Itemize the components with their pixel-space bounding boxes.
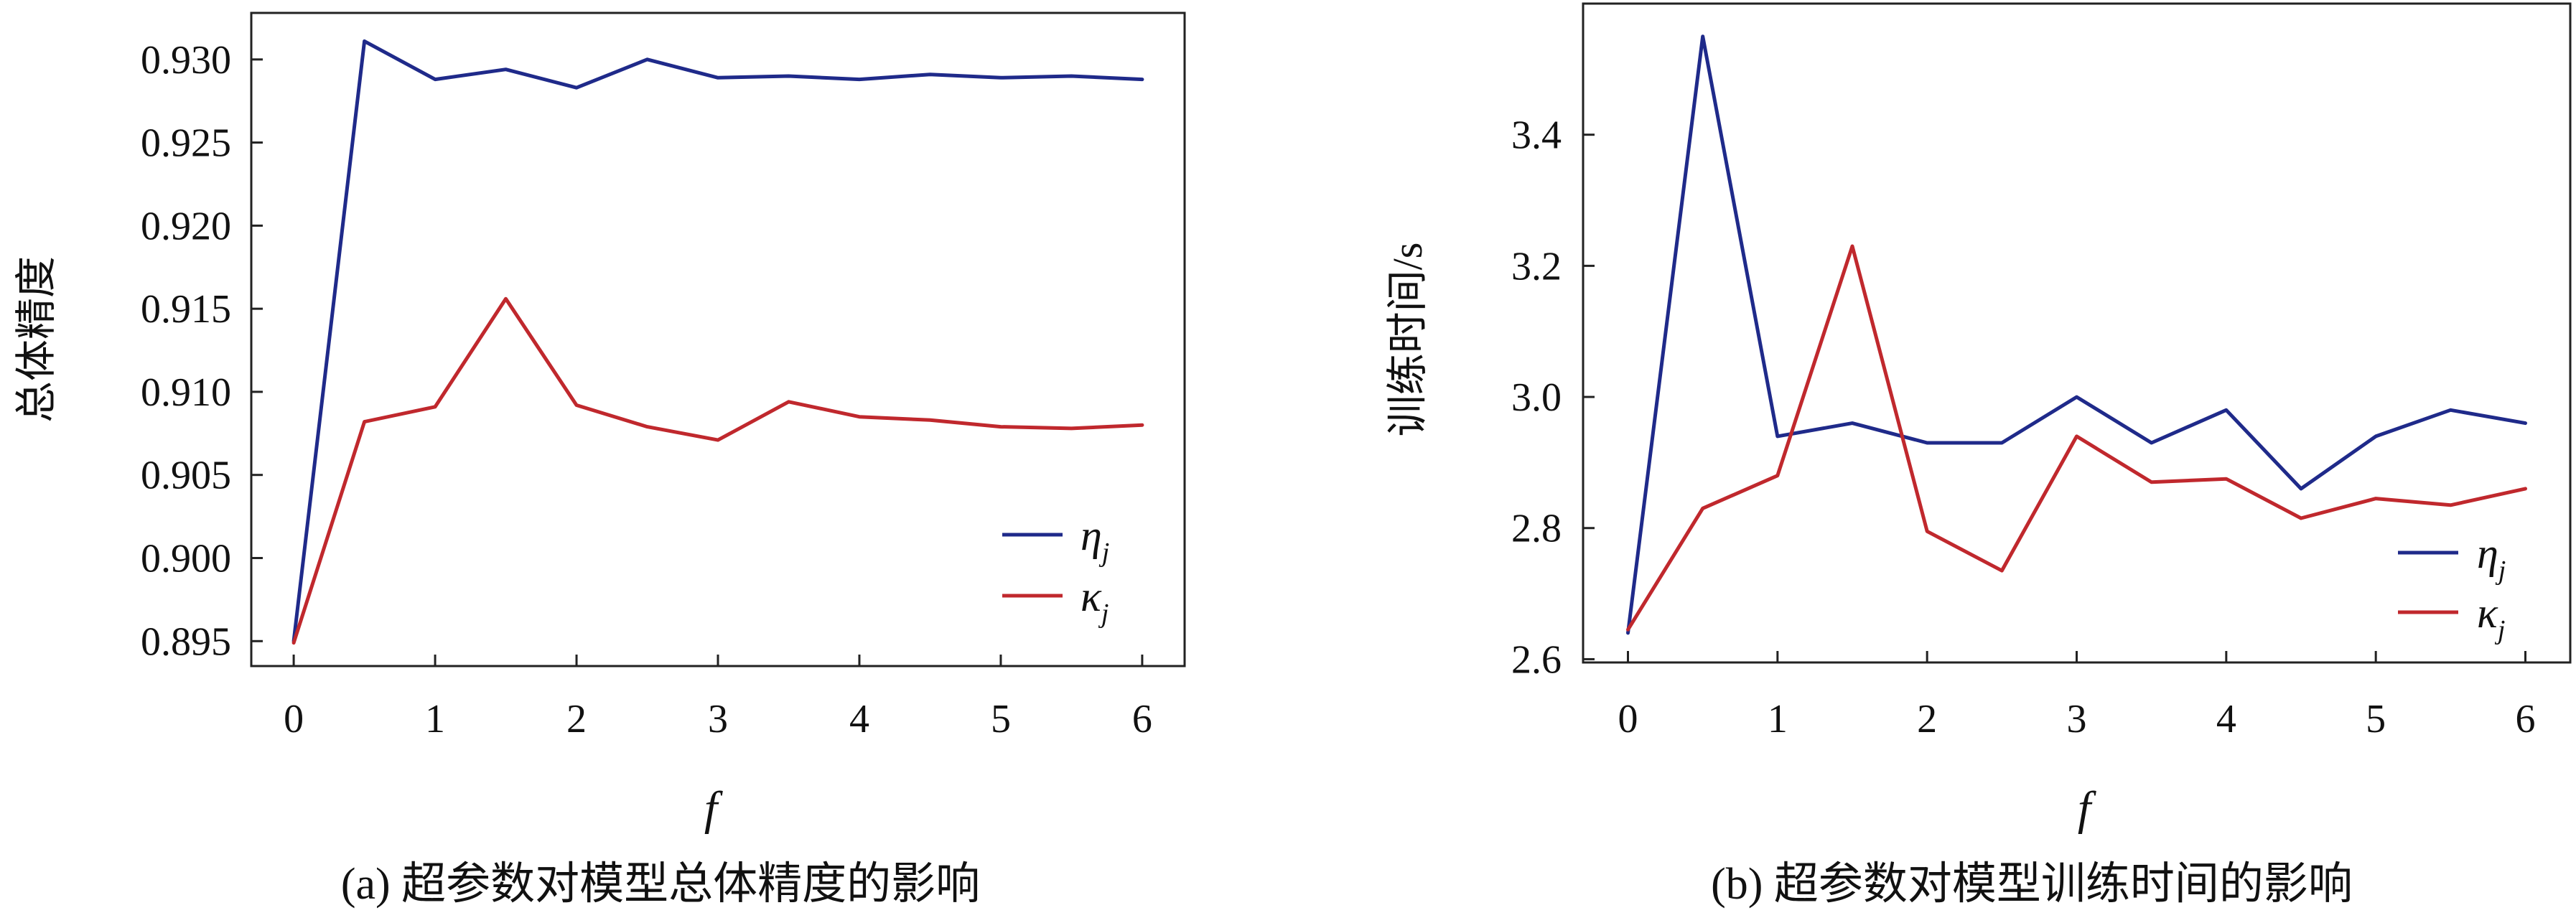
y-tick-label: 3.4 bbox=[1511, 113, 1562, 158]
x-tick-label: 6 bbox=[1132, 697, 1152, 741]
x-tick-label: 3 bbox=[2067, 697, 2087, 741]
y-tick-label: 0.915 bbox=[141, 287, 231, 332]
caption-a: (a) 超参数对模型总体精度的影响 bbox=[341, 860, 980, 909]
x-tick-label: 0 bbox=[1618, 697, 1638, 741]
y-tick-label: 3.2 bbox=[1511, 244, 1562, 289]
panel-b-training-time-chart: 2.6 2.8 3.0 3.2 3.4 0 1 2 3 4 5 6 训练时间/s f ηj κj (… bbox=[1384, 2, 2572, 909]
series-line-kappa bbox=[291, 296, 1144, 645]
y-tick-label: 0.910 bbox=[141, 370, 231, 415]
x-axis-title-b: f bbox=[2078, 782, 2096, 835]
caption-b: (b) 超参数对模型训练时间的影响 bbox=[1711, 860, 2353, 909]
x-axis-ticks-b: 0 1 2 3 4 5 6 bbox=[1618, 651, 2536, 741]
x-tick-label: 2 bbox=[566, 697, 587, 741]
y-axis-ticks-a: 0.895 0.900 0.905 0.910 0.915 0.920 0.925 0.930 bbox=[141, 38, 263, 664]
panel-a-accuracy-chart: 0.895 0.900 0.905 0.910 0.915 0.920 0.925 0.930… bbox=[13, 11, 1186, 909]
y-tick-label: 0.920 bbox=[141, 204, 231, 248]
x-axis-title-a: f bbox=[704, 782, 723, 835]
legend-b: ηj κj bbox=[2398, 530, 2506, 645]
y-tick-label: 0.930 bbox=[141, 38, 231, 83]
legend-a: ηj κj bbox=[1002, 512, 1109, 629]
x-tick-label: 2 bbox=[1917, 697, 1937, 741]
legend-label-eta-b: ηj bbox=[2477, 530, 2506, 586]
y-tick-label: 0.905 bbox=[141, 454, 231, 498]
x-tick-label: 4 bbox=[2216, 697, 2236, 741]
x-tick-label: 1 bbox=[1768, 697, 1788, 741]
x-tick-label: 0 bbox=[284, 697, 304, 741]
x-tick-label: 3 bbox=[708, 697, 728, 741]
x-tick-label: 5 bbox=[2366, 697, 2386, 741]
y-axis-ticks-b: 2.6 2.8 3.0 3.2 3.4 bbox=[1511, 113, 1595, 682]
y-axis-title-b: 训练时间/s bbox=[1384, 243, 1431, 437]
x-axis-ticks-a: 0 1 2 3 4 5 6 bbox=[284, 655, 1152, 741]
y-axis-title-a: 总体精度 bbox=[13, 256, 60, 423]
y-tick-label: 2.6 bbox=[1511, 637, 1562, 682]
x-tick-label: 5 bbox=[991, 697, 1011, 741]
legend-label-eta-a: ηj bbox=[1081, 512, 1109, 568]
y-tick-label: 0.925 bbox=[141, 121, 231, 166]
plot-frame-b bbox=[1582, 2, 2572, 664]
legend-label-kappa-b: κj bbox=[2477, 589, 2505, 645]
plot-frame-a bbox=[250, 11, 1186, 667]
series-line-eta bbox=[1626, 34, 2527, 635]
series-line-kappa bbox=[1626, 244, 2527, 632]
y-tick-label: 0.895 bbox=[141, 619, 231, 664]
x-tick-label: 6 bbox=[2516, 697, 2536, 741]
legend-label-kappa-a: κj bbox=[1081, 573, 1109, 629]
x-tick-label: 4 bbox=[849, 697, 869, 741]
series-group-a bbox=[291, 39, 1144, 645]
y-tick-label: 3.0 bbox=[1511, 375, 1562, 420]
y-tick-label: 0.900 bbox=[141, 536, 231, 581]
series-line-eta bbox=[291, 39, 1144, 643]
y-tick-label: 2.8 bbox=[1511, 507, 1562, 551]
series-group-b bbox=[1626, 34, 2527, 635]
x-tick-label: 1 bbox=[425, 697, 445, 741]
